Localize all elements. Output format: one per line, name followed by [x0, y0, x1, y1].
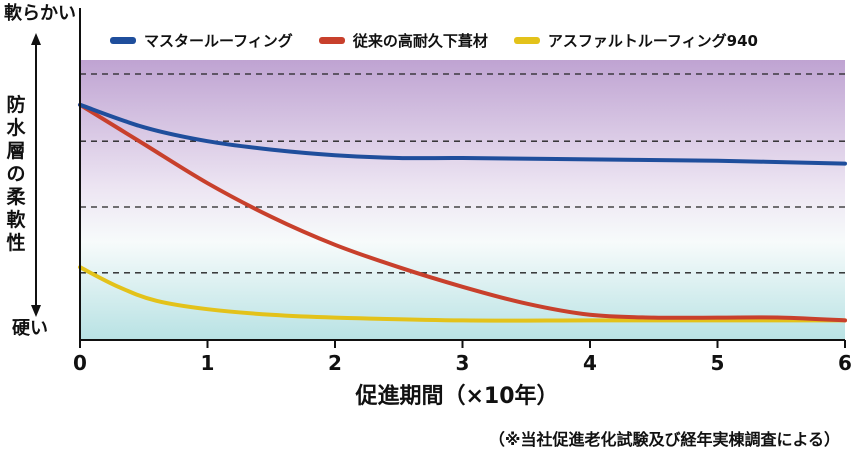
legend: マスタールーフィング 従来の高耐久下葺材 アスファルトルーフィング940 [110, 30, 758, 51]
y-top-label: 軟らかい [4, 3, 76, 24]
legend-swatch-asphalt [513, 37, 540, 44]
series-lines [78, 102, 847, 323]
x-tick-label-4: 4 [583, 351, 597, 375]
legend-label-master: マスタールーフィング [144, 32, 293, 50]
legend-swatch-master [110, 37, 136, 44]
x-tick-label-6: 6 [838, 351, 852, 375]
series-line-asphalt [78, 265, 847, 323]
legend-item-master: マスタールーフィング [110, 30, 293, 51]
x-tick-label-2: 2 [328, 351, 342, 375]
legend-label-conventional: 従来の高耐久下葺材 [352, 32, 488, 50]
x-tick-label-5: 5 [711, 351, 725, 375]
x-tick-label-0: 0 [73, 351, 87, 375]
x-ticks: 0 1 2 3 4 5 6 [73, 340, 852, 375]
x-axis-title: 促進期間（×10年） [355, 384, 559, 409]
x-tick-label-1: 1 [201, 351, 215, 375]
legend-item-conventional: 従来の高耐久下葺材 [318, 30, 488, 51]
plot-background [80, 60, 845, 340]
x-tick-label-3: 3 [456, 351, 470, 375]
series-line-master [78, 102, 847, 166]
legend-item-asphalt: アスファルトルーフィング940 [513, 30, 758, 51]
legend-swatch-conventional [318, 37, 345, 44]
series-line-conventional [78, 102, 847, 323]
legend-label-asphalt: アスファルトルーフィング940 [547, 32, 758, 50]
arrow-down-icon [31, 305, 41, 317]
footnote: （※当社促進老化試験及び経年実棟調査による） [488, 430, 840, 449]
arrow-up-icon [31, 33, 41, 45]
y-axis-title: 防水層の柔軟性 [6, 94, 26, 254]
y-bottom-label: 硬い [12, 318, 48, 339]
